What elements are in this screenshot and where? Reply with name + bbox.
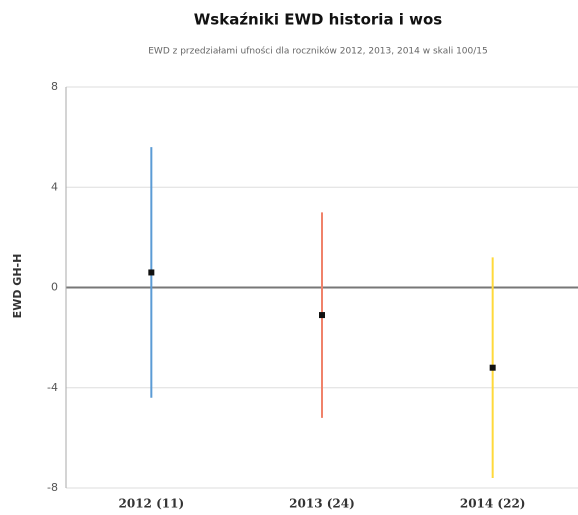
point [319,312,325,319]
y-tick-label: 4 [51,180,58,193]
y-axis-label: EWD GH-H [11,254,24,319]
x-tick-label: 2013 (24) [289,497,355,511]
y-tick-label: -4 [47,381,58,394]
y-tick-label: 0 [51,281,58,294]
chart-subtitle: EWD z przedziałami ufności dla roczników… [148,46,488,57]
point [148,269,155,276]
y-tick-label: 8 [51,80,58,93]
point [489,364,496,371]
chart-title: Wskaźniki EWD historia i wos [194,11,443,29]
x-tick-label: 2014 (22) [460,497,526,511]
y-tick-label: -8 [47,481,58,494]
x-tick-label: 2012 (11) [119,497,185,511]
